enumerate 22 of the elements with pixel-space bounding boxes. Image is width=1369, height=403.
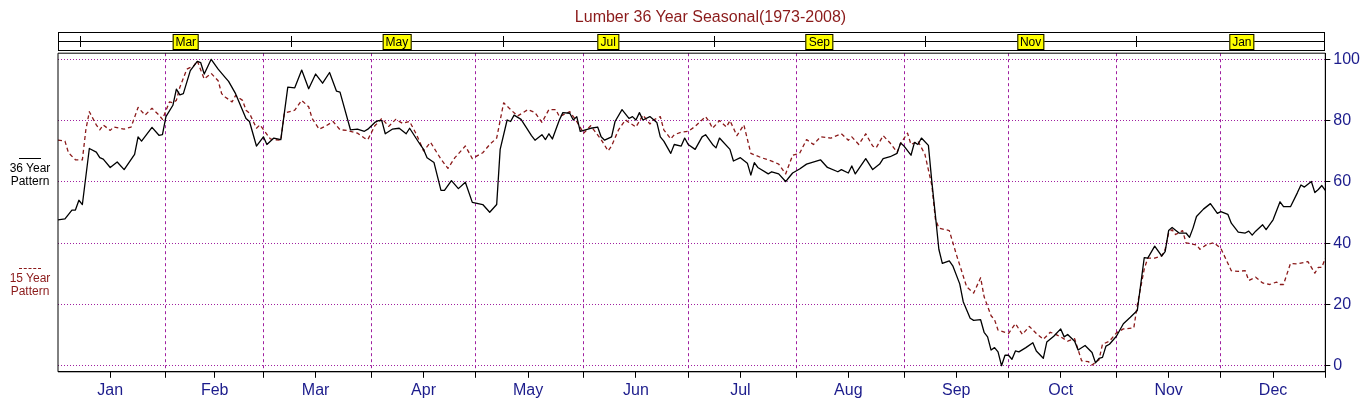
y-tick-label: 80 bbox=[1333, 111, 1352, 128]
x-tick-label: Nov bbox=[1154, 380, 1183, 398]
x-tick-label: Mar bbox=[301, 380, 331, 398]
y-tick-label: 60 bbox=[1333, 172, 1352, 190]
x-tick-label: Oct bbox=[1048, 380, 1074, 398]
x-tick-label: Jul bbox=[730, 380, 751, 398]
legend-label: 36 Year Pattern bbox=[8, 161, 52, 188]
x-tick-label: Aug bbox=[834, 380, 863, 398]
month-strip: Mar May Jul Sep Nov Jan bbox=[58, 32, 1326, 52]
x-tick-label: Dec bbox=[1258, 380, 1288, 398]
y-tick-label: 100 bbox=[1333, 49, 1361, 67]
x-tick-label: Apr bbox=[411, 380, 437, 398]
x-tick-label: Jan bbox=[97, 380, 124, 398]
y-tick-label: 0 bbox=[1333, 356, 1343, 374]
x-tick-label: Feb bbox=[200, 380, 229, 398]
chart-title: Lumber 36 Year Seasonal(1973-2008) bbox=[574, 8, 847, 26]
x-tick-label: Jun bbox=[623, 380, 649, 398]
y-tick-label: 40 bbox=[1333, 233, 1352, 251]
legend-label: 15 Year Pattern bbox=[8, 271, 52, 298]
y-tick-label: 20 bbox=[1333, 294, 1352, 312]
x-tick-label: Sep bbox=[942, 380, 971, 398]
x-tick-label: May bbox=[512, 380, 544, 398]
